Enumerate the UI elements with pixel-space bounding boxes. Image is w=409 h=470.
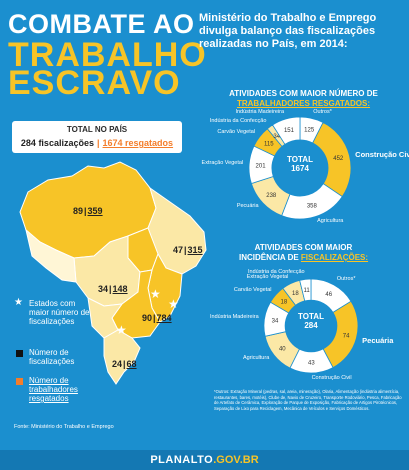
legend-resg-text: Número de trabalhadores resgatados xyxy=(29,376,78,403)
donut-category-label: Extração Vegetal xyxy=(201,160,244,167)
donut-value-label: 46 xyxy=(325,292,332,298)
map-region-ms xyxy=(87,297,124,339)
donut-value-label: 358 xyxy=(307,204,318,210)
map-state-label: 89|359 xyxy=(73,206,103,216)
donut-value-label: 151 xyxy=(284,128,295,134)
donut-category-label: Construção Civil xyxy=(355,149,409,159)
map-state-label: 90|784 xyxy=(142,313,172,323)
donut-category-label: Outros* xyxy=(313,108,332,115)
map-state-resg: 148 xyxy=(112,284,128,294)
chart2-title-c: FISCALIZAÇÕES: xyxy=(300,253,369,262)
donut-value-label: 34 xyxy=(273,134,280,140)
donut-value-label: 115 xyxy=(264,142,274,148)
map-state-sep: | xyxy=(84,206,87,216)
legend-fisc-text: Número de fiscalizações xyxy=(29,348,75,366)
total-box: TOTAL NO PAÍS 284 fiscalizações | 1674 res… xyxy=(12,121,182,153)
total-values: 284 fiscalizações | 1674 resgatados xyxy=(12,138,182,148)
map-state-fisc: 34 xyxy=(98,284,109,294)
donut-category-label: Extração Vegetal xyxy=(246,274,289,281)
chart2-title-b: INCIDÊNCIA DE xyxy=(238,253,299,262)
map-star-icon: ★ xyxy=(150,287,161,301)
chart2-donut: 46 74 43 40 34 18 18 11 xyxy=(263,278,359,374)
map-state-resg: 359 xyxy=(87,206,103,216)
footer-brand[interactable]: PLANALTO xyxy=(150,454,214,466)
donut-category-label: Agricultura xyxy=(317,218,344,225)
donut-category-label: Carvão Vegetal xyxy=(217,129,255,136)
footnote: *Outros: Extração Mineral (pedras, sal, … xyxy=(214,389,402,411)
chart1-title-b: TRABALHADORES RESGATADOS: xyxy=(236,99,371,108)
donut-value-label: 40 xyxy=(279,346,286,352)
map-region-south xyxy=(103,329,141,385)
map-state-fisc: 89 xyxy=(73,206,84,216)
chart1-donut: 125 452 358 238 201 115 34 151 xyxy=(248,116,352,220)
map-state-sep: | xyxy=(109,284,112,294)
donut-category-label: Indústria da Confecção xyxy=(209,117,267,124)
chart1-center-value: 1674 xyxy=(291,164,309,173)
chart2-title: ATIVIDADES COM MAIOR INCIDÊNCIA DE FISCA… xyxy=(200,243,407,263)
donut-category-label: Agricultura xyxy=(242,354,270,361)
donut-value-label: 201 xyxy=(256,163,267,169)
chart2-title-a: ATIVIDADES COM MAIOR xyxy=(254,243,353,252)
donut-category-label: Construção Civil xyxy=(311,374,352,381)
donut-slice xyxy=(299,278,312,302)
title-line-2: TRABALHO xyxy=(8,36,207,74)
donut-category-label: Pecuária xyxy=(236,203,259,210)
map-state-sep: | xyxy=(123,359,126,369)
title-line-3: ESCRAVO xyxy=(8,64,181,102)
donut-value-label: 34 xyxy=(272,318,279,324)
map-state-label: 47|315 xyxy=(173,245,203,255)
donut-value-label: 18 xyxy=(292,291,299,297)
map-state-label: 34|148 xyxy=(98,284,128,294)
map-state-label: 24|68 xyxy=(112,359,137,369)
chart2-center-value: 284 xyxy=(304,321,318,330)
donut-value-label: 11 xyxy=(303,288,310,294)
donut-category-label: Indústria Madeireira xyxy=(210,313,259,320)
chart1-center: TOTAL 1674 xyxy=(248,155,352,173)
donut-value-label: 18 xyxy=(281,300,288,306)
donut-value-label: 43 xyxy=(308,360,315,366)
chart1-title: ATIVIDADES COM MAIOR NÚMERO DE TRABALHAD… xyxy=(200,89,407,109)
map-state-resg: 315 xyxy=(187,245,203,255)
donut-value-label: 125 xyxy=(304,128,315,134)
map-state-fisc: 90 xyxy=(142,313,153,323)
map-region-ro xyxy=(25,228,77,283)
map-star-icon: ★ xyxy=(116,323,127,337)
donut-category-label: Outros* xyxy=(336,275,356,282)
legend-star-text: Estados com maior número de fiscalizaçõe… xyxy=(29,299,90,326)
total-label: TOTAL NO PAÍS xyxy=(66,125,128,134)
donut-value-label: 452 xyxy=(333,156,344,162)
footer-domain[interactable]: .GOV.BR xyxy=(213,454,259,466)
legend-star-icon: ★ xyxy=(14,297,23,308)
source: Fonte: Ministério do Trabalho e Emprego xyxy=(14,424,114,430)
map-state-fisc: 24 xyxy=(112,359,123,369)
brazil-map: ★ ★ ★ xyxy=(19,161,207,385)
total-separator: | xyxy=(96,138,100,148)
donut-category-label: Carvão Vegetal xyxy=(233,286,272,293)
chart1-center-label: TOTAL xyxy=(287,155,313,164)
legend-resg-swatch xyxy=(16,378,23,385)
headline: Ministério do Trabalho e Emprego divulga… xyxy=(199,12,377,50)
donut-category-label: Indústria da Confecção xyxy=(248,269,305,276)
map-state-sep: | xyxy=(153,313,156,323)
total-fiscalizacoes: 284 fiscalizações xyxy=(20,138,94,148)
map-state-resg: 68 xyxy=(126,359,137,369)
chart2-center-label: TOTAL xyxy=(298,312,324,321)
footer: PLANALTO.GOV.BR xyxy=(0,450,409,470)
donut-slice xyxy=(272,116,301,145)
donut-value-label: 74 xyxy=(343,334,350,340)
chart2-center: TOTAL 284 xyxy=(263,312,359,330)
chart1-title-a: ATIVIDADES COM MAIOR NÚMERO DE xyxy=(229,89,378,98)
title-line-1: COMBATE AO xyxy=(8,9,195,39)
map-state-resg: 784 xyxy=(156,313,172,323)
map-state-sep: | xyxy=(184,245,187,255)
legend-fisc-swatch xyxy=(16,350,23,357)
donut-category-label: Pecuária xyxy=(362,335,394,345)
donut-value-label: 238 xyxy=(266,193,277,199)
map-star-icon: ★ xyxy=(168,297,179,311)
map-state-fisc: 47 xyxy=(173,245,184,255)
donut-category-label: Indústria Madeireira xyxy=(235,109,285,116)
total-resgatados: 1674 resgatados xyxy=(102,138,174,148)
